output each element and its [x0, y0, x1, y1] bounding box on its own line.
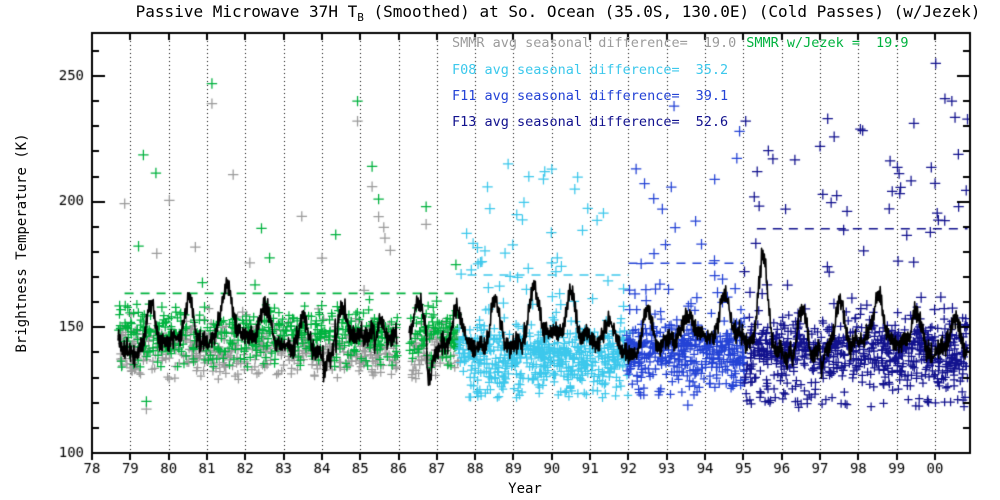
legend-row-f08: F08 avg seasonal difference= 35.2 — [452, 63, 728, 77]
chart-title-post: (Smoothed) at So. Ocean (35.0S, 130.0E) … — [363, 2, 981, 21]
legend-f13-label: F13 avg seasonal difference= — [452, 114, 680, 130]
legend-row-f11: F11 avg seasonal difference= 39.1 — [452, 89, 728, 103]
legend-f08-value: 35.2 — [695, 62, 729, 78]
legend-row-f13: F13 avg seasonal difference= 52.6 — [452, 115, 728, 129]
legend-f13-value: 52.6 — [695, 114, 729, 130]
chart-title-subscript: B — [357, 11, 364, 24]
legend-smmr-jezek-value: 19.9 — [876, 35, 909, 51]
legend-row-smmr: SMMR avg seasonal difference= 19.0 SMMR w/… — [452, 36, 909, 50]
y-axis-label: Brightness Temperature (K) — [14, 133, 30, 353]
chart-title-pre: Passive Microwave 37H T — [135, 2, 358, 21]
legend-f08-label: F08 avg seasonal difference= — [452, 62, 680, 78]
legend-smmr-value: 19.0 — [703, 35, 737, 51]
x-axis-label: Year — [508, 481, 542, 497]
legend-f11-value: 39.1 — [695, 88, 729, 104]
legend-f11-label: F11 avg seasonal difference= — [452, 88, 680, 104]
legend-smmr-label: SMMR avg seasonal difference= — [452, 35, 688, 51]
legend-smmr-jezek-label: SMMR w/Jezek = — [746, 35, 861, 51]
chart-title: Passive Microwave 37H TB (Smoothed) at S… — [136, 2, 981, 24]
